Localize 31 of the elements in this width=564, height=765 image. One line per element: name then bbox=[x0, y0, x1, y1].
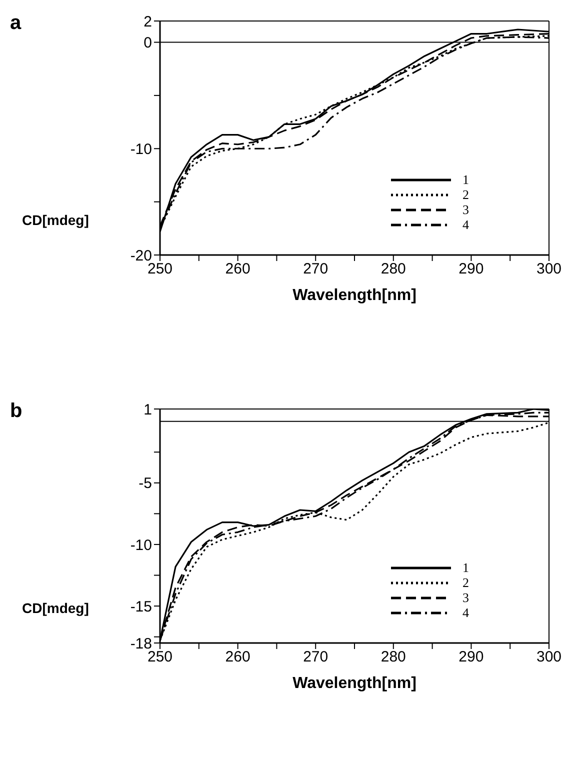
x-tick-label: 270 bbox=[303, 648, 328, 666]
x-tick-label: 290 bbox=[458, 648, 484, 666]
y-tick-label: -10 bbox=[130, 140, 152, 158]
x-tick-label: 270 bbox=[303, 260, 328, 278]
x-axis-title: Wavelength[nm] bbox=[292, 675, 416, 692]
x-tick-label: 280 bbox=[380, 260, 406, 278]
legend-label: 2 bbox=[462, 575, 469, 592]
x-tick-label: 290 bbox=[458, 260, 484, 278]
legend-label: 3 bbox=[462, 202, 469, 218]
chart-title: b bbox=[10, 400, 22, 423]
legend-label: 2 bbox=[462, 187, 469, 204]
legend-label: 4 bbox=[462, 605, 469, 622]
legend-label: 3 bbox=[462, 590, 469, 606]
y-tick-label: -15 bbox=[130, 598, 152, 616]
x-tick-label: 300 bbox=[536, 648, 562, 666]
y-tick-label: -5 bbox=[138, 475, 152, 492]
y-tick-label: -10 bbox=[130, 536, 152, 554]
legend-label: 1 bbox=[462, 560, 469, 576]
x-tick-label: 280 bbox=[380, 648, 406, 666]
y-axis-title: CD[mdeg] bbox=[22, 212, 89, 228]
y-axis-title: CD[mdeg] bbox=[22, 600, 89, 616]
y-tick-label: 1 bbox=[144, 401, 152, 418]
y-tick-label: 2 bbox=[144, 13, 152, 30]
x-tick-label: 300 bbox=[536, 260, 562, 278]
legend-label: 1 bbox=[462, 172, 469, 188]
y-tick-label: 0 bbox=[144, 34, 152, 52]
chart-title: a bbox=[10, 12, 22, 35]
x-axis-title: Wavelength[nm] bbox=[292, 287, 416, 304]
x-tick-label: 260 bbox=[225, 648, 250, 666]
x-tick-label: 260 bbox=[225, 260, 250, 278]
legend-label: 4 bbox=[462, 217, 469, 234]
